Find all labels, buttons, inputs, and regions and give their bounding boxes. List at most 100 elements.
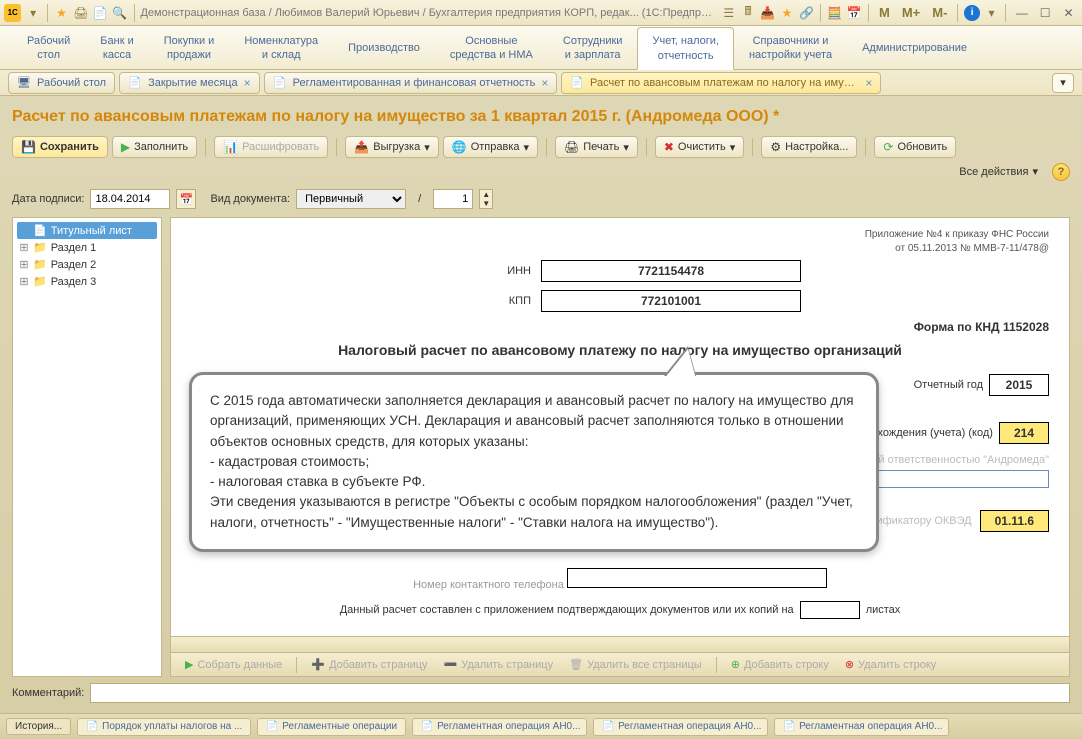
delpage-button[interactable]: ➖Удалить страницу	[438, 657, 560, 672]
gather-button[interactable]: ▶Собрать данные	[179, 657, 288, 672]
comment-label: Комментарий:	[12, 687, 84, 699]
doc-icon[interactable]: 📄	[93, 5, 108, 21]
tree-node-3[interactable]: ⊞📁Раздел 3	[17, 273, 157, 290]
kpp-value[interactable]: 772101001	[541, 290, 801, 312]
doc-type-select[interactable]: Первичный	[296, 189, 406, 209]
place-value[interactable]: 214	[999, 422, 1049, 444]
nav-item-9[interactable]: Администрирование	[847, 26, 982, 69]
tabs-dropdown-button[interactable]: ▾	[1052, 73, 1074, 93]
h-scrollbar[interactable]	[171, 636, 1069, 652]
tree-node-1[interactable]: ⊞📁Раздел 1	[17, 239, 157, 256]
tab-close-icon[interactable]: ×	[244, 76, 251, 90]
year-value[interactable]: 2015	[989, 374, 1049, 396]
tab-label: Регламентированная и финансовая отчетнос…	[293, 77, 536, 89]
nav-item-6[interactable]: Сотрудникии зарплата	[548, 26, 638, 69]
nav-item-1[interactable]: Банк икасса	[85, 26, 148, 69]
addpage-button[interactable]: ➕Добавить страницу	[305, 657, 433, 672]
task-item-4[interactable]: 📄Регламентная операция АН0...	[774, 718, 949, 736]
nav-icon[interactable]: 🔍	[112, 5, 127, 21]
expand-icon[interactable]: ⊞	[19, 275, 29, 288]
addrow-button[interactable]: ⊕Добавить строку	[725, 657, 835, 672]
expand-icon[interactable]: ⊞	[19, 258, 29, 271]
all-actions-label: Все действия	[959, 166, 1028, 178]
refresh-button[interactable]: ⟳Обновить	[874, 136, 956, 158]
okved-value[interactable]: 01.11.6	[980, 510, 1049, 532]
link-icon[interactable]: 🔗	[799, 5, 814, 21]
upload-button[interactable]: 📤Выгрузка ▾	[345, 136, 438, 158]
fill-button[interactable]: ▶Заполнить	[112, 136, 197, 158]
app-logo: 1С	[4, 4, 21, 22]
task-item-3[interactable]: 📄Регламентная операция АН0...	[593, 718, 768, 736]
date-input[interactable]	[90, 189, 170, 209]
mminus-button[interactable]: M-	[928, 5, 951, 20]
star-icon[interactable]: ★	[54, 5, 69, 21]
delall-button[interactable]: 🗑Удалить все страницы	[563, 657, 708, 672]
refresh-icon: ⟳	[883, 140, 893, 154]
tree-node-2[interactable]: ⊞📁Раздел 2	[17, 256, 157, 273]
tab-label: Закрытие месяца	[148, 77, 238, 89]
task-item-1[interactable]: 📄Регламентные операции	[257, 718, 406, 736]
tab-close-icon[interactable]: ×	[541, 76, 548, 90]
clear-button[interactable]: ✖Очистить ▾	[655, 136, 744, 158]
mplus-button[interactable]: M+	[898, 5, 924, 20]
help-button[interactable]: ?	[1052, 163, 1070, 181]
settings-icon: ⚙	[770, 140, 781, 154]
phone-value[interactable]	[567, 568, 827, 588]
save-button[interactable]: 💾Сохранить	[12, 136, 108, 158]
fav-icon[interactable]: ★	[779, 5, 794, 21]
tab-3[interactable]: 📄Расчет по авансовым платежам по налогу …	[561, 72, 881, 94]
info-icon[interactable]: i	[964, 5, 979, 21]
task-item-2[interactable]: 📄Регламентная операция АН0...	[412, 718, 587, 736]
nav-item-2[interactable]: Покупки ипродажи	[149, 26, 230, 69]
nav-item-7[interactable]: Учет, налоги,отчетность	[637, 27, 733, 70]
close-button[interactable]: ✕	[1059, 5, 1078, 21]
tab-2[interactable]: 📄Регламентированная и финансовая отчетно…	[264, 72, 558, 94]
nav-item-5[interactable]: Основныесредства и НМА	[435, 26, 548, 69]
history-button[interactable]: История...	[6, 718, 71, 735]
task-bar: История... 📄Порядок уплаты налогов на ...…	[0, 713, 1082, 739]
num-stepper[interactable]: ▲▼	[479, 189, 493, 209]
decode-button[interactable]: 📊Расшифровать	[214, 136, 328, 158]
minimize-button[interactable]: —	[1012, 5, 1031, 21]
sign-row: Дата подписи: 📅 Вид документа: Первичный…	[12, 189, 1070, 209]
all-actions-button[interactable]: Все действия ▾	[951, 162, 1046, 181]
expand-icon[interactable]: ⊞	[19, 241, 29, 254]
tab-close-icon[interactable]: ×	[865, 76, 872, 90]
delrow-button[interactable]: ⊗Удалить строку	[839, 657, 942, 672]
addrow-icon: ⊕	[731, 658, 740, 671]
print-icon[interactable]: 🖨	[73, 5, 88, 21]
task-item-0[interactable]: 📄Порядок уплаты налогов на ...	[77, 718, 251, 736]
cal2-icon[interactable]: 📅	[847, 5, 862, 21]
bubble-text: С 2015 года автоматически заполняется де…	[210, 393, 857, 530]
nav-item-8[interactable]: Справочники инастройки учета	[734, 26, 847, 69]
dropdown-icon[interactable]: ▾	[25, 5, 40, 21]
inn-value[interactable]: 7721154478	[541, 260, 801, 282]
calendar-button[interactable]: 📅	[176, 189, 196, 209]
comment-input[interactable]	[90, 683, 1070, 703]
decode-icon: 📊	[223, 140, 238, 154]
nav-item-0[interactable]: Рабочийстол	[12, 26, 85, 69]
m-button[interactable]: M	[875, 5, 894, 20]
year-label: Отчетный год	[914, 379, 983, 391]
print-button[interactable]: 🖨Печать ▾	[555, 136, 638, 158]
send-button[interactable]: 🌐Отправка ▾	[443, 136, 538, 158]
num-input[interactable]	[433, 189, 473, 209]
calc-icon[interactable]: 🧮	[827, 5, 842, 21]
save-label: Сохранить	[40, 141, 99, 153]
pages-input[interactable]	[800, 601, 860, 619]
tool-icon-2[interactable]: 🖩	[740, 5, 755, 21]
info-drop-icon[interactable]: ▾	[984, 5, 999, 21]
toolbar: 💾Сохранить ▶Заполнить 📊Расшифровать 📤Выг…	[12, 136, 1070, 181]
tab-1[interactable]: 📄Закрытие месяца×	[119, 72, 260, 94]
nav-item-4[interactable]: Производство	[333, 26, 435, 69]
tab-0[interactable]: 🖥Рабочий стол	[8, 72, 115, 94]
info-bubble: С 2015 года автоматически заполняется де…	[189, 372, 879, 552]
phone-label: Номер контактного телефона	[413, 579, 564, 591]
settings-button[interactable]: ⚙Настройка...	[761, 136, 857, 158]
tree-label: Раздел 3	[51, 276, 97, 288]
tool-icon-1[interactable]: ☰	[721, 5, 736, 21]
tree-node-0[interactable]: 📄Титульный лист	[17, 222, 157, 239]
tool-icon-3[interactable]: 📥	[760, 5, 775, 21]
maximize-button[interactable]: ☐	[1036, 5, 1055, 21]
nav-item-3[interactable]: Номенклатураи склад	[229, 26, 333, 69]
